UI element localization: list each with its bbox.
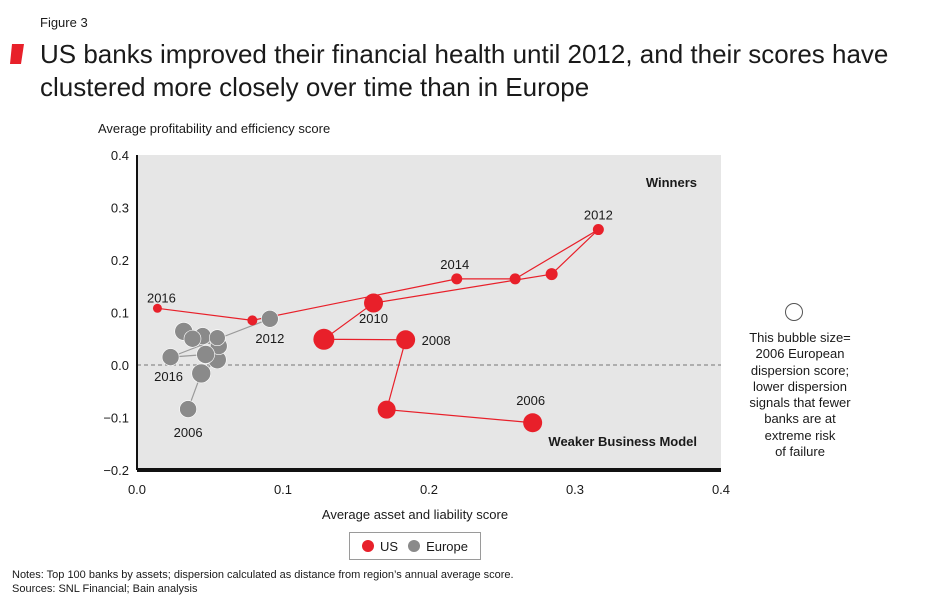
us-bubble-2014	[451, 273, 463, 285]
bubble-size-note: This bubble size= 2006 European dispersi…	[730, 330, 870, 460]
x-tick-label: 0.2	[420, 482, 438, 497]
plot-area	[137, 155, 721, 470]
x-tick-label: 0.3	[566, 482, 584, 497]
sources-text: Sources: SNL Financial; Bain analysis	[12, 583, 198, 595]
x-tick-label: 0.1	[274, 482, 292, 497]
chart-title: US banks improved their financial health…	[40, 39, 889, 102]
quadrant-label-winners: Winners	[646, 175, 697, 190]
y-tick-label: 0.4	[111, 148, 129, 163]
us-bubble-2008	[396, 330, 416, 350]
us-year-label-2008: 2008	[422, 333, 451, 348]
us-year-label-2006: 2006	[516, 393, 545, 408]
bubble-size-key-icon	[785, 303, 803, 321]
legend-europe-label: Europe	[426, 538, 468, 554]
us-bubble-2006	[523, 413, 543, 433]
side-note-line: dispersion score;	[750, 362, 850, 378]
side-note-line: of failure	[775, 444, 825, 460]
side-note-line: banks are at	[764, 411, 836, 427]
us-bubble-2007	[377, 400, 396, 419]
x-tick-label: 0.4	[712, 482, 730, 497]
side-note-line: signals that fewer	[749, 395, 851, 411]
side-note-line: This bubble size=	[749, 330, 851, 345]
y-tick-label: 0.2	[111, 253, 129, 268]
side-note-line: lower dispersion	[753, 378, 847, 394]
us-bubble-2009	[313, 328, 335, 350]
legend-europe-swatch-icon	[408, 540, 421, 552]
y-tick-label: 0.3	[111, 201, 129, 216]
us-year-label-2012: 2012	[584, 208, 613, 223]
europe-bubble-2006	[179, 400, 197, 418]
europe-bubble-2015	[161, 348, 180, 366]
chart-legend: US Europe	[349, 532, 481, 560]
notes-text: Notes: Top 100 banks by assets; dispersi…	[12, 569, 514, 581]
legend-us-label: US	[380, 538, 399, 554]
legend-item-europe: Europe	[408, 539, 468, 554]
us-year-label-2016: 2016	[147, 290, 176, 305]
us-bubble-2011	[545, 268, 558, 281]
side-note-line: extreme risk	[764, 427, 836, 443]
y-axis-title: Average profitability and efficiency sco…	[98, 121, 330, 136]
europe-bubble-2013	[209, 329, 226, 347]
us-year-label-2010: 2010	[359, 311, 388, 326]
us-year-label-2014: 2014	[440, 257, 469, 272]
y-tick-label: 0.1	[111, 306, 129, 321]
quadrant-label-weaker: Weaker Business Model	[548, 434, 697, 449]
europe-bubble-2016	[261, 309, 279, 328]
us-bubble-2016	[152, 303, 162, 313]
x-axis-title: Average asset and liability score	[322, 507, 508, 522]
y-tick-label: 0.0	[111, 358, 129, 373]
europe-bubble-2012	[183, 329, 202, 348]
x-tick-label: 0.0	[128, 482, 146, 497]
us-bubble-2013	[509, 273, 521, 285]
legend-us-swatch-icon	[362, 540, 374, 552]
title-marker-icon	[10, 44, 24, 64]
us-bubble-2010	[364, 293, 384, 313]
side-note-line: 2006 European	[755, 346, 845, 362]
y-tick-label: −0.1	[103, 411, 129, 426]
figure-label: Figure 3	[40, 15, 88, 30]
europe-bubble-2014	[196, 345, 215, 364]
europe-year-label-2016: 2012	[255, 331, 284, 346]
footnotes: Notes: Top 100 banks by assets; dispersi…	[12, 568, 514, 596]
y-tick-label: −0.2	[103, 463, 129, 478]
europe-year-label-2006: 2006	[174, 425, 203, 440]
us-bubble-2012	[592, 224, 604, 236]
europe-bubble-2007	[191, 363, 212, 384]
us-bubble-2015	[247, 315, 258, 326]
europe-year-label-2015: 2016	[154, 369, 183, 384]
legend-item-us: US	[362, 539, 398, 554]
